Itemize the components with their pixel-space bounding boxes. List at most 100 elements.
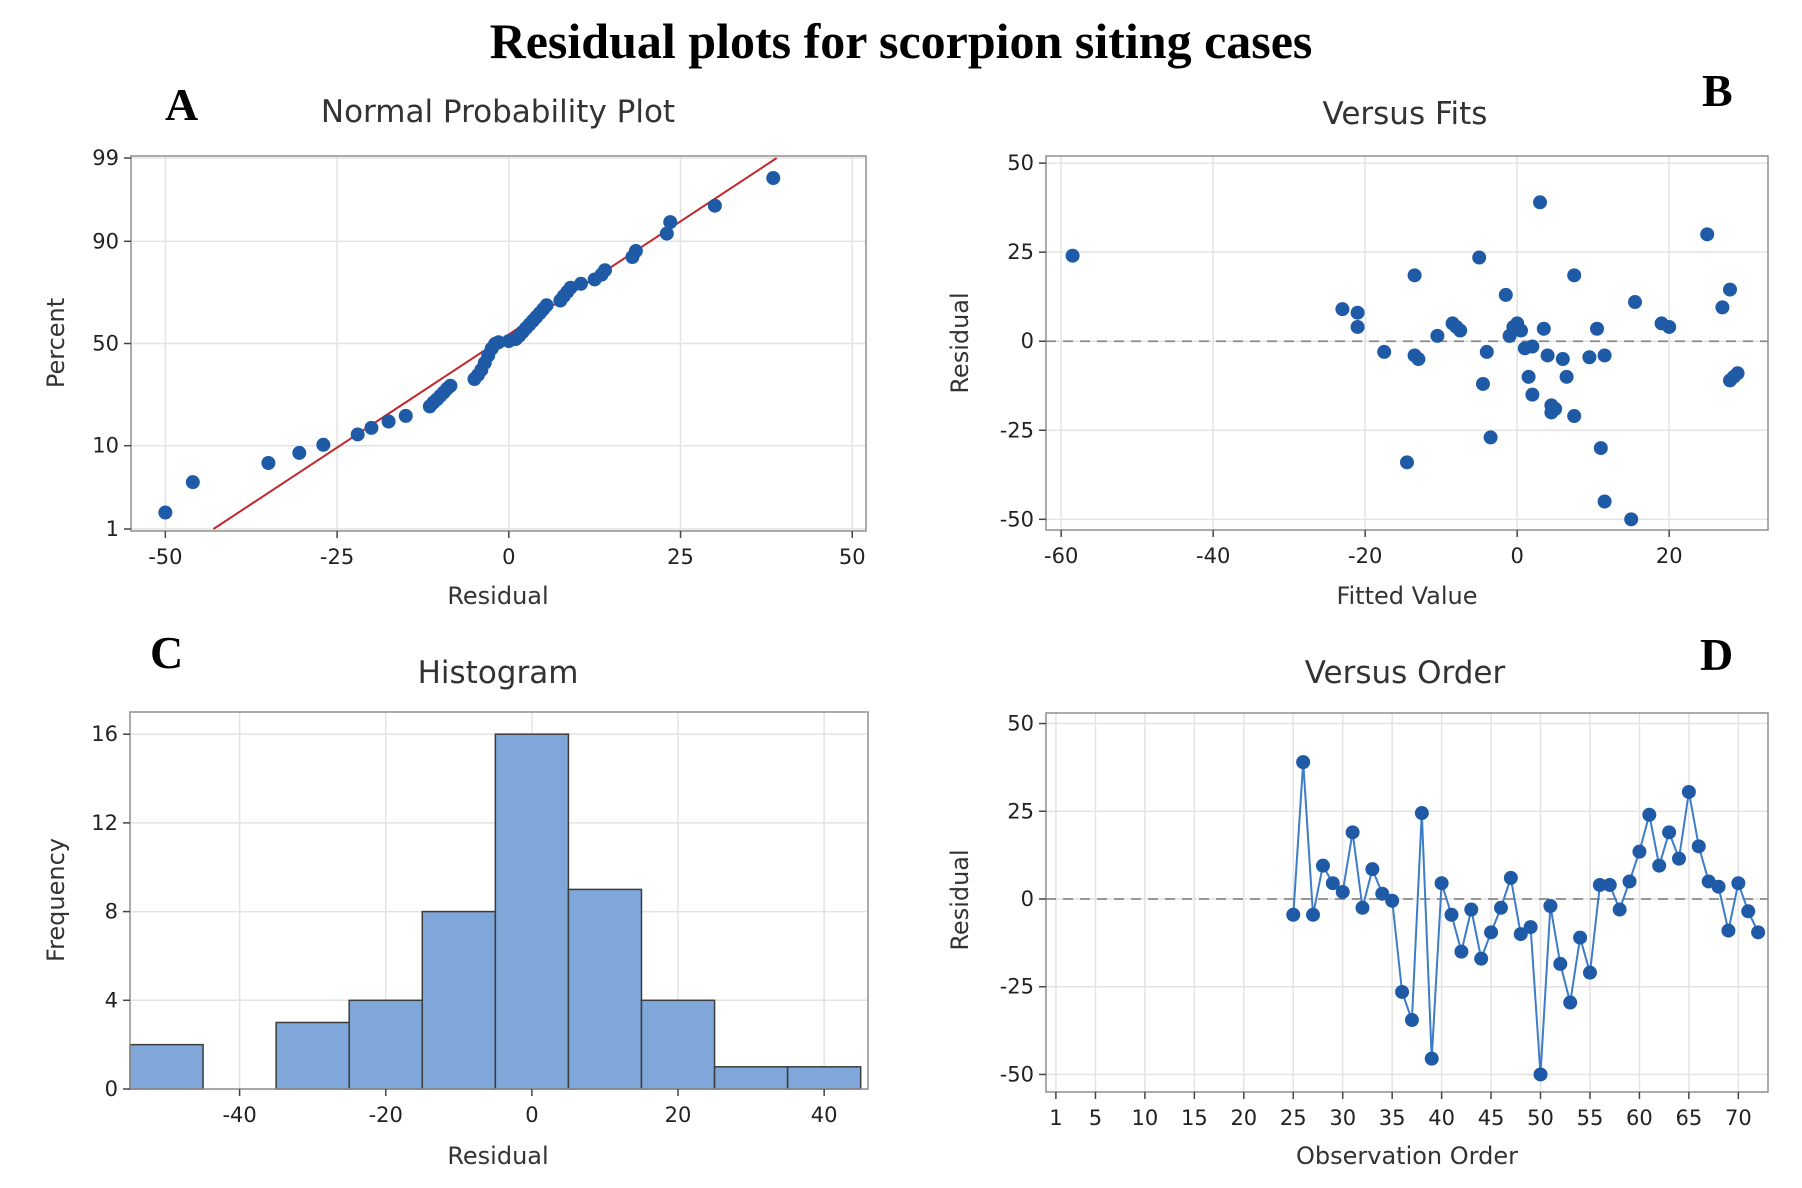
versus-order-point bbox=[1622, 874, 1637, 889]
normal-probability-x-tick-label: 50 bbox=[839, 545, 866, 569]
versus-order-gridlines bbox=[1046, 713, 1768, 1092]
versus-fits-point bbox=[1590, 321, 1604, 336]
versus-order-point bbox=[1286, 907, 1301, 922]
normal-probability-gridlines bbox=[131, 156, 866, 531]
versus-fits-point bbox=[1597, 494, 1612, 509]
normal-probability-point bbox=[628, 243, 643, 258]
versus-fits-point bbox=[1350, 305, 1365, 320]
normal-probability-x-tick-label: -50 bbox=[148, 545, 182, 569]
versus-fits-point bbox=[1498, 287, 1513, 302]
normal-probability-point bbox=[597, 263, 612, 278]
histogram-bar bbox=[348, 999, 424, 1090]
versus-order-point bbox=[1543, 899, 1558, 914]
versus-order-x-tick-label: 50 bbox=[1527, 1106, 1554, 1130]
normal-probability-y-ticks: 1 10 50 90 99 bbox=[92, 146, 131, 541]
versus-order-point bbox=[1741, 904, 1756, 919]
versus-order-y-tick-label: 25 bbox=[1007, 799, 1034, 823]
histogram-x-tick-label: 20 bbox=[665, 1103, 692, 1127]
histogram-y-tick-label: 4 bbox=[105, 988, 118, 1012]
versus-order-point bbox=[1523, 920, 1538, 935]
normal-probability-point bbox=[292, 445, 307, 460]
normal-probability-point bbox=[261, 455, 276, 470]
versus-order-point bbox=[1493, 900, 1508, 915]
versus-order-point bbox=[1582, 965, 1597, 980]
versus-order-x-tick-label: 30 bbox=[1329, 1106, 1356, 1130]
versus-fits-point bbox=[1533, 195, 1547, 210]
x-axis-label-versus-order: Observation Order bbox=[1296, 1142, 1518, 1170]
normal-probability-x-tick-label: 0 bbox=[502, 545, 515, 569]
versus-order-point bbox=[1731, 876, 1746, 891]
normal-probability-point bbox=[185, 475, 200, 490]
versus-fits-y-tick-label: -50 bbox=[1000, 507, 1034, 531]
versus-order-point bbox=[1681, 784, 1696, 799]
histogram-x-tick-label: -40 bbox=[222, 1103, 256, 1127]
versus-fits-point bbox=[1548, 401, 1563, 416]
versus-order-point bbox=[1365, 862, 1380, 877]
chart-title-versus-fits: Versus Fits bbox=[1323, 96, 1488, 132]
versus-order-x-tick-label: 60 bbox=[1626, 1106, 1653, 1130]
versus-order-point bbox=[1315, 858, 1330, 873]
histogram-bars bbox=[129, 733, 862, 1090]
panel-letter-b: B bbox=[1702, 65, 1733, 116]
versus-fits-gridlines bbox=[1046, 156, 1768, 530]
versus-order-x-tick-label: 25 bbox=[1280, 1106, 1307, 1130]
panel-letter-d: D bbox=[1700, 629, 1733, 680]
versus-fits-point bbox=[1525, 387, 1540, 402]
versus-order-point bbox=[1721, 923, 1736, 938]
normal-probability-point bbox=[766, 171, 781, 186]
versus-order-plot: Versus Order 1 5 10 15 20 25 30 35 40 45 50 55 60 65 7… bbox=[946, 655, 1769, 1170]
versus-fits-point bbox=[1536, 321, 1551, 336]
histogram-bar bbox=[713, 1066, 789, 1090]
versus-fits-points bbox=[1065, 195, 1745, 527]
normal-probability-y-tick-label: 90 bbox=[92, 229, 119, 253]
versus-fits-x-tick-label: -60 bbox=[1044, 544, 1078, 568]
versus-fits-y-tick-label: 0 bbox=[1021, 329, 1034, 353]
versus-fits-point bbox=[1730, 366, 1745, 381]
versus-order-point bbox=[1671, 851, 1686, 866]
versus-order-point bbox=[1296, 755, 1311, 770]
histogram-y-tick-label: 0 bbox=[105, 1077, 118, 1101]
versus-fits-point bbox=[1567, 409, 1582, 424]
versus-fits-point bbox=[1555, 352, 1570, 367]
versus-order-point bbox=[1563, 995, 1578, 1010]
panel-letter-c: C bbox=[150, 627, 183, 678]
normal-probability-point bbox=[491, 335, 506, 350]
panel-letter-a: A bbox=[165, 79, 198, 130]
versus-fits-x-ticks: -60 -40 -20 0 20 bbox=[1044, 530, 1683, 568]
versus-order-point bbox=[1484, 925, 1499, 940]
versus-order-point bbox=[1474, 951, 1489, 966]
histogram-x-tick-label: 40 bbox=[811, 1103, 838, 1127]
normal-probability-y-tick-label: 1 bbox=[106, 517, 119, 541]
versus-fits-plot: Versus Fits -60 -40 -20 0 20 -50 -25 0 25 50 Fit… bbox=[946, 96, 1769, 610]
versus-fits-x-tick-label: -40 bbox=[1196, 544, 1230, 568]
versus-fits-point bbox=[1514, 323, 1528, 338]
versus-order-x-tick-label: 1 bbox=[1049, 1106, 1062, 1130]
normal-probability-point bbox=[364, 420, 379, 435]
versus-fits-x-tick-label: -20 bbox=[1348, 544, 1382, 568]
versus-fits-point bbox=[1472, 250, 1487, 265]
histogram-plot-frame bbox=[129, 711, 869, 1090]
versus-order-point bbox=[1385, 893, 1400, 908]
versus-fits-point bbox=[1335, 302, 1350, 317]
histogram-x-ticks: -40 -20 0 20 40 bbox=[222, 1089, 838, 1127]
histogram-bar bbox=[275, 1021, 350, 1090]
normal-probability-x-tick-label: -25 bbox=[320, 545, 354, 569]
versus-order-point bbox=[1395, 984, 1410, 999]
versus-order-point bbox=[1306, 907, 1321, 922]
y-axis-label-versus-fits: Residual bbox=[946, 292, 974, 393]
versus-order-point bbox=[1642, 807, 1657, 822]
versus-order-point bbox=[1573, 930, 1588, 945]
versus-fits-point bbox=[1453, 323, 1468, 338]
versus-fits-point bbox=[1700, 227, 1715, 242]
versus-order-point bbox=[1612, 902, 1627, 917]
versus-fits-point bbox=[1521, 369, 1536, 384]
versus-order-point bbox=[1444, 907, 1459, 922]
figure-title: Residual plots for scorpion siting cases bbox=[490, 13, 1313, 69]
versus-order-plot-frame bbox=[1045, 712, 1769, 1093]
versus-order-point bbox=[1325, 876, 1340, 891]
histogram-x-tick-label: -20 bbox=[369, 1103, 403, 1127]
y-axis-label-versus-order: Residual bbox=[946, 849, 974, 950]
versus-order-point bbox=[1503, 870, 1518, 885]
versus-fits-y-ticks: -50 -25 0 25 50 bbox=[1000, 151, 1046, 531]
